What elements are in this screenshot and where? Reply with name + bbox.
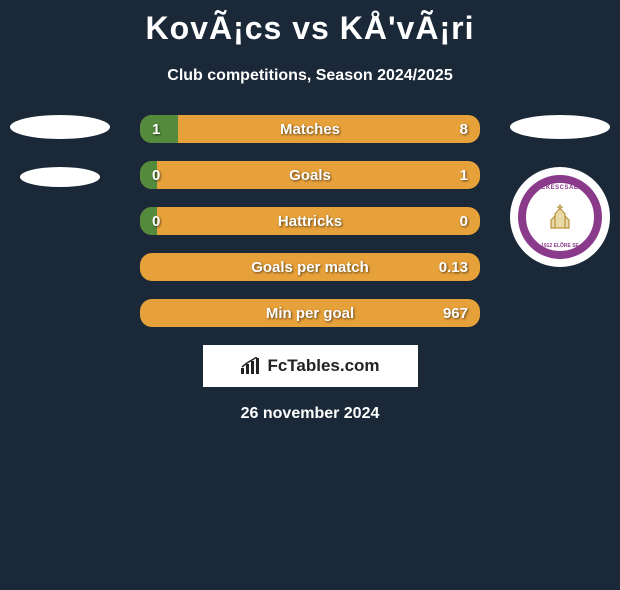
badge-text-top: BEKESCSABA: [536, 185, 583, 191]
stat-row: Min per goal967: [140, 299, 480, 327]
stat-label: Goals: [140, 161, 480, 189]
stat-right-value: 967: [443, 299, 468, 327]
stat-right-value: 0.13: [439, 253, 468, 281]
stat-row: 0Goals1: [140, 161, 480, 189]
team-badge-placeholder: [10, 115, 110, 139]
team-badge-bekescsaba: BEKESCSABA 1912 ELŐRE SE: [510, 167, 610, 267]
page-title: KovÃ¡cs vs KÅ'vÃ¡ri: [0, 10, 620, 47]
stat-label: Hattricks: [140, 207, 480, 235]
stat-row: 0Hattricks0: [140, 207, 480, 235]
fctables-logo: FcTables.com: [203, 345, 418, 387]
left-team-badges: [10, 115, 110, 215]
right-team-badges: BEKESCSABA 1912 ELŐRE SE: [510, 115, 610, 267]
comparison-content: BEKESCSABA 1912 ELŐRE SE 1Matches80Goals…: [0, 115, 620, 423]
badge-text-bottom: 1912 ELŐRE SE: [541, 243, 579, 249]
logo-text: FcTables.com: [267, 356, 379, 376]
stat-right-value: 0: [460, 207, 468, 235]
team-badge-placeholder: [510, 115, 610, 139]
stats-bars: 1Matches80Goals10Hattricks0Goals per mat…: [140, 115, 480, 327]
stat-right-value: 8: [460, 115, 468, 143]
stat-row: 1Matches8: [140, 115, 480, 143]
stat-label: Min per goal: [140, 299, 480, 327]
team-badge-placeholder: [20, 167, 100, 187]
stat-label: Matches: [140, 115, 480, 143]
chart-icon: [240, 357, 262, 375]
date-label: 26 november 2024: [0, 405, 620, 423]
stat-right-value: 1: [460, 161, 468, 189]
subtitle: Club competitions, Season 2024/2025: [0, 67, 620, 85]
stat-row: Goals per match0.13: [140, 253, 480, 281]
stat-label: Goals per match: [140, 253, 480, 281]
